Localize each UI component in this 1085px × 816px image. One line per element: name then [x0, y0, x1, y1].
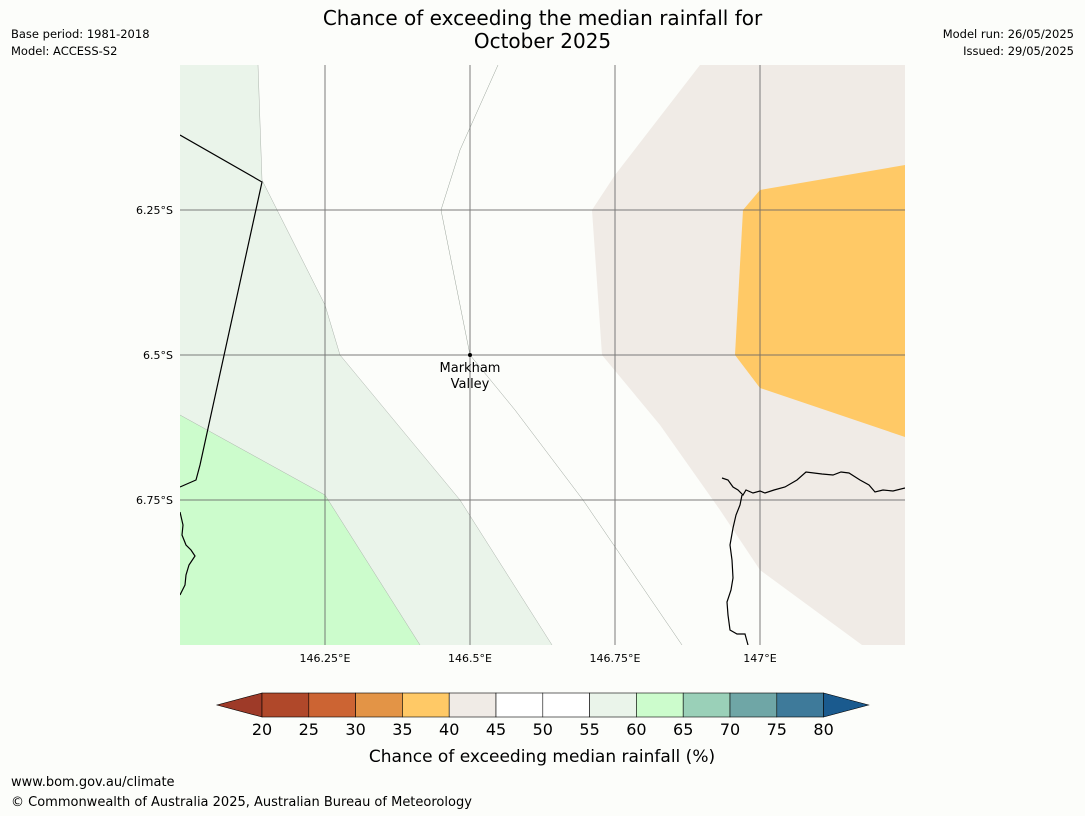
- colorbar-segment-70-75: [729, 692, 778, 718]
- place-label-line-1: Markham: [440, 361, 501, 376]
- colorbar: 20 25 30 35 40 45 50 55 60 65 70 75 80: [215, 692, 870, 739]
- colorbar-segment-20-25: [261, 692, 310, 718]
- colorbar-tick-80: 80: [813, 720, 833, 739]
- colorbar-tick-35: 35: [392, 720, 412, 739]
- colorbar-tick-55: 55: [579, 720, 599, 739]
- model-run-text: Model run: 26/05/2025: [942, 27, 1074, 41]
- colorbar-tick-45: 45: [486, 720, 506, 739]
- model-text: Model: ACCESS-S2: [11, 44, 118, 58]
- lat-label-6.75S: 6.75°S: [136, 494, 173, 507]
- lon-label-146.5E: 146.5°E: [448, 652, 492, 665]
- base-period-text: Base period: 1981-2018: [11, 27, 150, 41]
- issued-text: Issued: 29/05/2025: [963, 44, 1074, 58]
- region-35-40: [735, 165, 905, 437]
- colorbar-extend-low: [215, 692, 263, 718]
- colorbar-tick-40: 40: [439, 720, 459, 739]
- contour-line: [257, 65, 553, 645]
- colorbar-segment-30-35: [355, 692, 403, 718]
- title-line-1: Chance of exceeding the median rainfall …: [322, 6, 763, 30]
- colorbar-label: Chance of exceeding median rainfall (%): [369, 747, 715, 767]
- colorbar-tick-75: 75: [767, 720, 787, 739]
- region-60-65: [180, 415, 420, 645]
- colorbar-tick-30: 30: [345, 720, 365, 739]
- colorbar-segment-75-80: [776, 692, 824, 718]
- colorbar-tick-50: 50: [533, 720, 553, 739]
- coastline-west: [180, 511, 196, 596]
- place-label-line-2: Valley: [451, 377, 490, 392]
- colorbar-segment-25-30: [308, 692, 356, 718]
- coastline-east-river: [726, 494, 749, 645]
- colorbar-tick-25: 25: [299, 720, 319, 739]
- colorbar-segment-65-70: [682, 692, 731, 718]
- model-info: Base period: 1981-2018 Model: ACCESS-S2: [11, 26, 150, 60]
- colorbar-tick-20: 20: [252, 720, 272, 739]
- footer-url[interactable]: www.bom.gov.au/climate: [11, 775, 175, 790]
- lon-label-146.25E: 146.25°E: [300, 652, 351, 665]
- lat-label-6.5S: 6.5°S: [143, 349, 173, 362]
- lon-label-146.75E: 146.75°E: [590, 652, 641, 665]
- coastline-east: [721, 471, 905, 496]
- lat-label-6.25S: 6.25°S: [136, 204, 173, 217]
- colorbar-segment-60-65: [636, 692, 684, 718]
- lon-label-147E: 147°E: [743, 652, 776, 665]
- colorbar-segment-35-40: [402, 692, 450, 718]
- run-info: Model run: 26/05/2025 Issued: 29/05/2025: [943, 26, 1074, 60]
- colorbar-segment-50-55: [542, 692, 590, 718]
- colorbar-tick-60: 60: [626, 720, 646, 739]
- colorbar-tick-65: 65: [673, 720, 693, 739]
- colorbar-tick-70: 70: [720, 720, 740, 739]
- map-area: [180, 65, 905, 645]
- title-line-2: October 2025: [473, 29, 612, 53]
- colorbar-extend-high: [823, 692, 870, 718]
- footer-copyright: © Commonwealth of Australia 2025, Austra…: [11, 795, 472, 810]
- colorbar-segment-40-45: [448, 692, 497, 718]
- map-title: Chance of exceeding the median rainfall …: [0, 7, 1085, 53]
- markham-valley-marker: [468, 353, 472, 357]
- colorbar-segment-45-50: [495, 692, 544, 718]
- colorbar-segment-55-60: [589, 692, 637, 718]
- border-line: [180, 134, 263, 488]
